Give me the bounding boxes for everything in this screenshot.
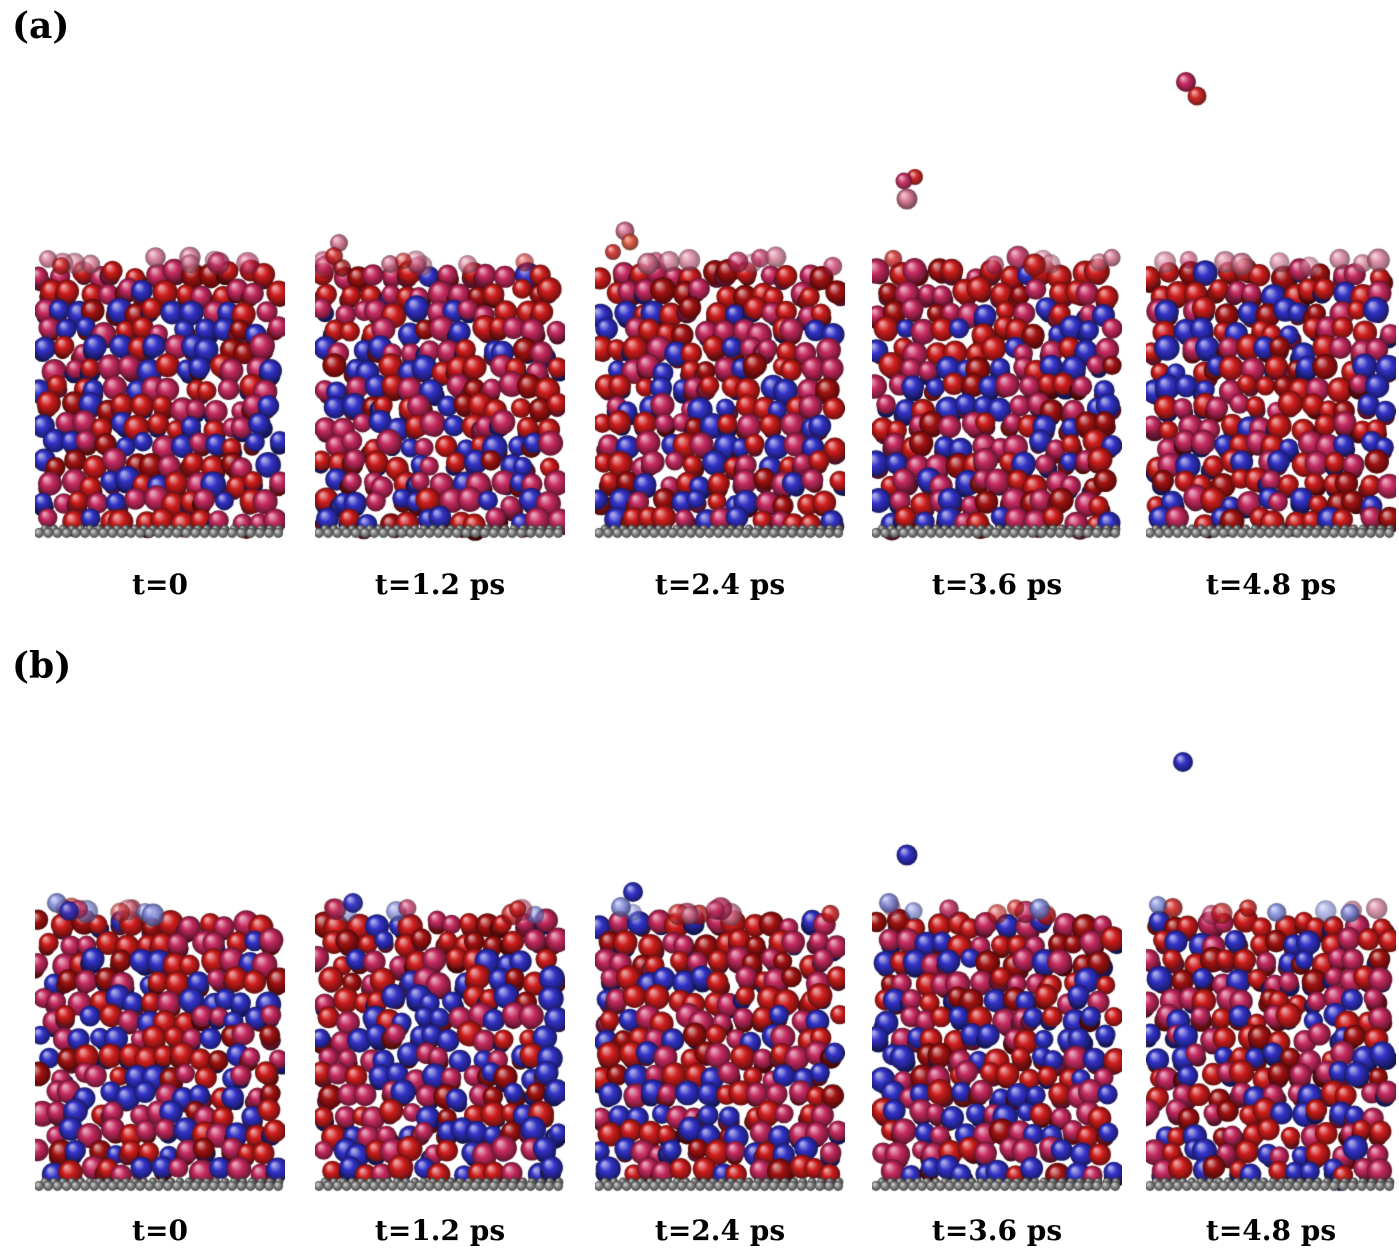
- snapshot-a-t4-8ps: [1146, 55, 1396, 555]
- snapshot-a-t2-4ps: [595, 55, 845, 555]
- snapshot-b-t0: [35, 740, 285, 1205]
- snapshot-caption: t=2.4 ps: [654, 568, 786, 601]
- snapshot-b-t4-8ps: [1146, 740, 1396, 1205]
- snapshot-caption: t=0: [132, 1214, 188, 1247]
- row-b-label: (b): [12, 645, 72, 687]
- snapshot-caption: t=4.8 ps: [1205, 1214, 1337, 1247]
- snapshot-a-t1-2ps: [315, 55, 565, 555]
- snapshot-b-t2-4ps: [595, 740, 845, 1205]
- snapshot-caption: t=1.2 ps: [374, 1214, 506, 1247]
- snapshot-b-t1-2ps: [315, 740, 565, 1205]
- snapshot-caption: t=1.2 ps: [374, 568, 506, 601]
- row-a-label: (a): [12, 5, 70, 47]
- snapshot-b-t3-6ps: [872, 740, 1122, 1205]
- snapshot-a-t0: [35, 55, 285, 555]
- snapshot-caption: t=4.8 ps: [1205, 568, 1337, 601]
- snapshot-caption: t=3.6 ps: [931, 1214, 1063, 1247]
- snapshot-caption: t=3.6 ps: [931, 568, 1063, 601]
- snapshot-caption: t=0: [132, 568, 188, 601]
- snapshot-a-t3-6ps: [872, 55, 1122, 555]
- snapshot-caption: t=2.4 ps: [654, 1214, 786, 1247]
